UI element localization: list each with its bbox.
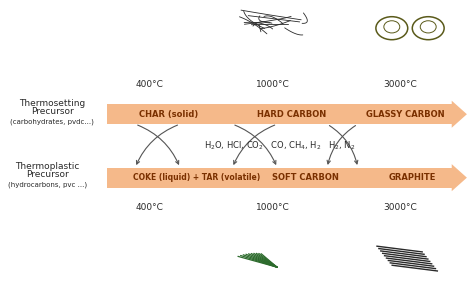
Text: COKE (liquid) + TAR (volatile): COKE (liquid) + TAR (volatile) [133,173,260,182]
Polygon shape [452,101,467,128]
Polygon shape [107,168,452,188]
Text: 3000°C: 3000°C [383,203,418,212]
Text: 3000°C: 3000°C [383,80,418,89]
Text: HARD CARBON: HARD CARBON [257,110,326,119]
Text: (hydrocarbons, pvc ...): (hydrocarbons, pvc ...) [8,181,87,188]
Text: (carbohydrates, pvdc...): (carbohydrates, pvdc...) [10,118,94,125]
Text: GRAPHITE: GRAPHITE [389,173,436,182]
Text: Thermoplastic: Thermoplastic [15,162,80,171]
Text: 400°C: 400°C [136,203,163,212]
Text: SOFT CARBON: SOFT CARBON [272,173,339,182]
Polygon shape [452,164,467,191]
Text: 1000°C: 1000°C [255,203,290,212]
Text: Precursor: Precursor [31,107,73,116]
Text: 400°C: 400°C [136,80,163,89]
Text: CHAR (solid): CHAR (solid) [138,110,198,119]
Polygon shape [107,104,452,124]
Text: GLASSY CARBON: GLASSY CARBON [366,110,445,119]
Text: Precursor: Precursor [26,170,69,179]
Text: H$_2$O, HCl, CO$_2$   CO, CH$_4$, H$_2$   H$_2$, N$_2$: H$_2$O, HCl, CO$_2$ CO, CH$_4$, H$_2$ H$… [204,140,356,152]
Text: Thermosetting: Thermosetting [19,99,85,108]
Text: 1000°C: 1000°C [255,80,290,89]
